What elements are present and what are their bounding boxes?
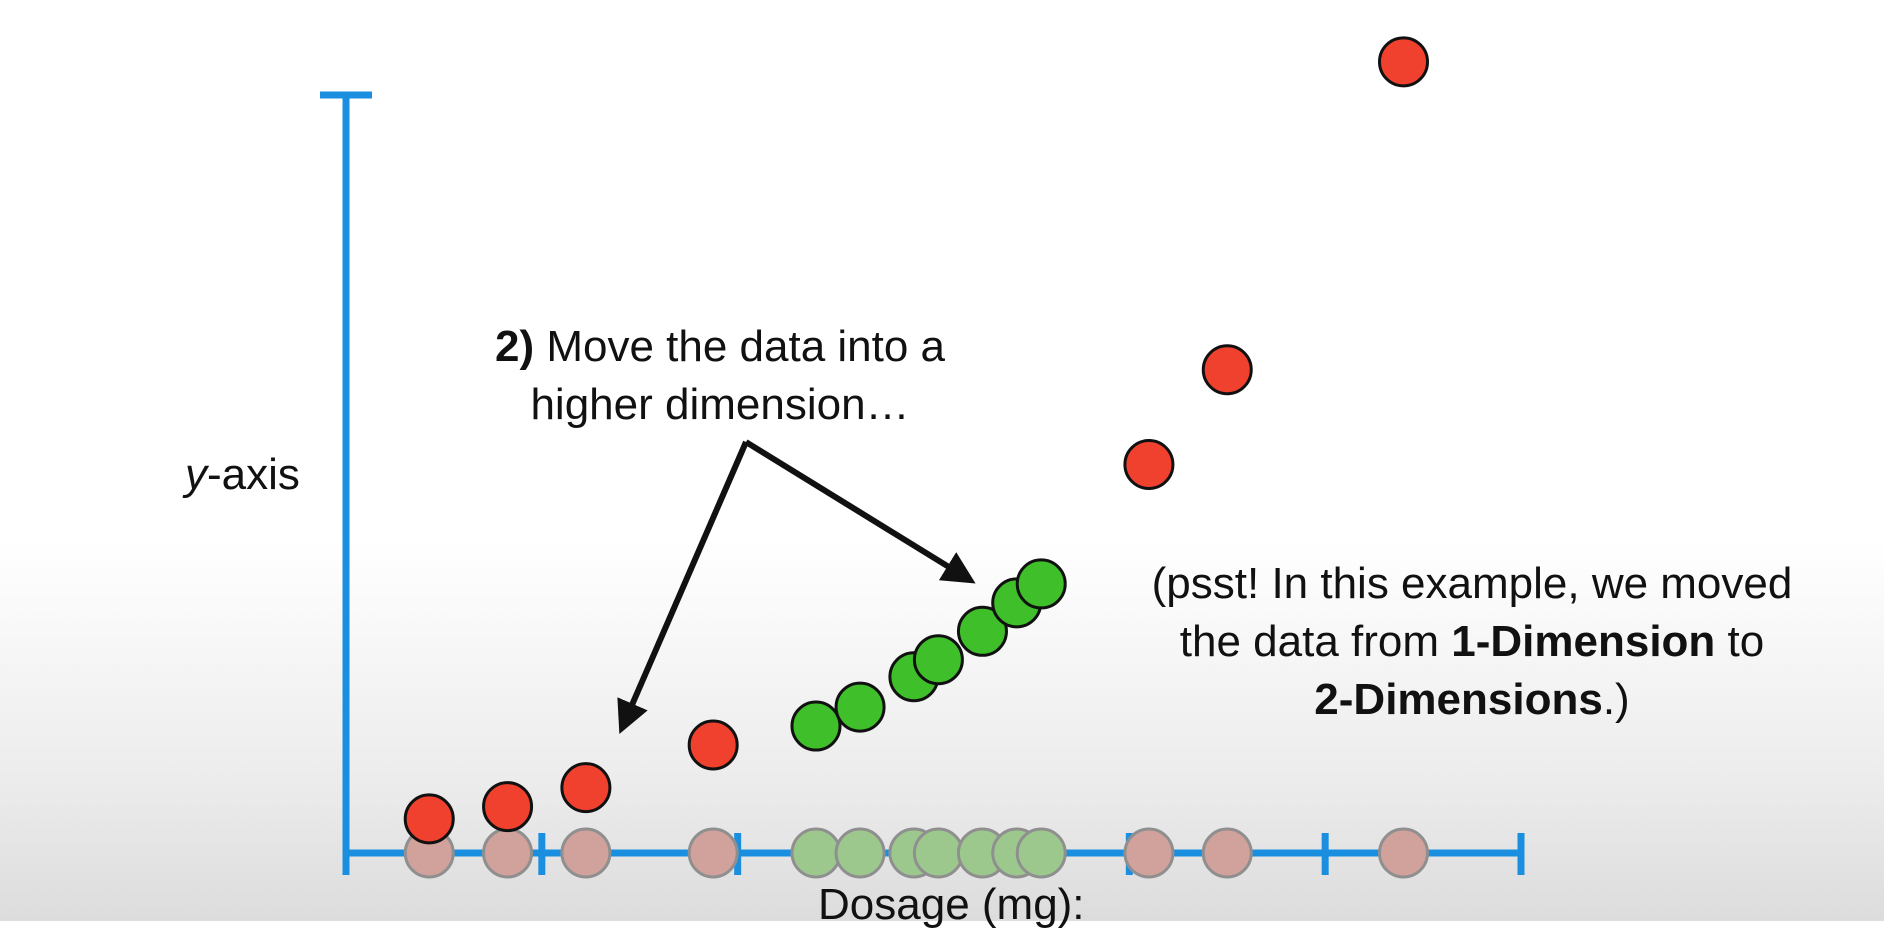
two-d-point-12 [1201,344,1253,396]
two-d-point-13 [1378,36,1429,88]
x-axis-label: Dosage (mg): [818,880,1085,929]
note-bold-1d: 1-Dimension [1451,617,1716,666]
note-line-2-post: to [1715,617,1765,666]
callout-line-2: higher dimension… [530,380,910,429]
one-d-point-3 [687,827,739,879]
two-d-point-11 [1123,439,1175,491]
one-d-point-2 [560,827,612,879]
one-d-point-12 [1201,827,1253,879]
callout-step-number: 2) [494,322,535,371]
one-d-point-4 [790,827,842,879]
one-d-point-7 [912,827,964,879]
one-d-point-1 [482,827,534,879]
one-d-point-5 [834,827,886,879]
note-line-2: the data from 1-Dimension to [1112,613,1832,671]
note-line-3-post: .) [1602,675,1630,724]
note-line-1: (psst! In this example, we moved [1151,559,1793,608]
two-d-point-7 [912,634,964,686]
two-d-points [403,36,1429,845]
note-line-3: 2-Dimensions.) [1112,671,1832,729]
two-d-point-4 [790,700,842,752]
two-d-point-1 [482,781,534,833]
callout-line-1-text: Move the data into a [534,322,946,371]
one-d-point-11 [1123,827,1175,879]
note-bold-2d: 2-Dimensions [1314,675,1603,724]
callout-arrows [617,439,976,735]
callout-text: 2) Move the data into a higher dimension… [460,318,980,434]
note-line-2-pre: the data from [1179,617,1452,666]
y-axis-label: y-axis [185,450,300,500]
two-d-point-2 [560,762,612,814]
two-d-point-3 [687,719,739,771]
note-text: (psst! In this example, we moved the dat… [1112,555,1832,729]
arrow-to-green-points [744,439,976,584]
two-d-point-0 [403,793,455,845]
two-d-point-8 [956,605,1008,657]
arrow-to-red-points [617,440,749,735]
y-axis-label-italic: y [185,450,207,499]
axes [320,91,1525,875]
y-axis-label-rest: -axis [207,450,300,499]
callout-line-1: 2) Move the data into a [460,318,980,376]
one-d-point-10 [1015,827,1067,879]
two-d-point-5 [834,681,886,733]
one-d-point-13 [1378,827,1429,879]
two-d-point-10 [1015,558,1067,610]
